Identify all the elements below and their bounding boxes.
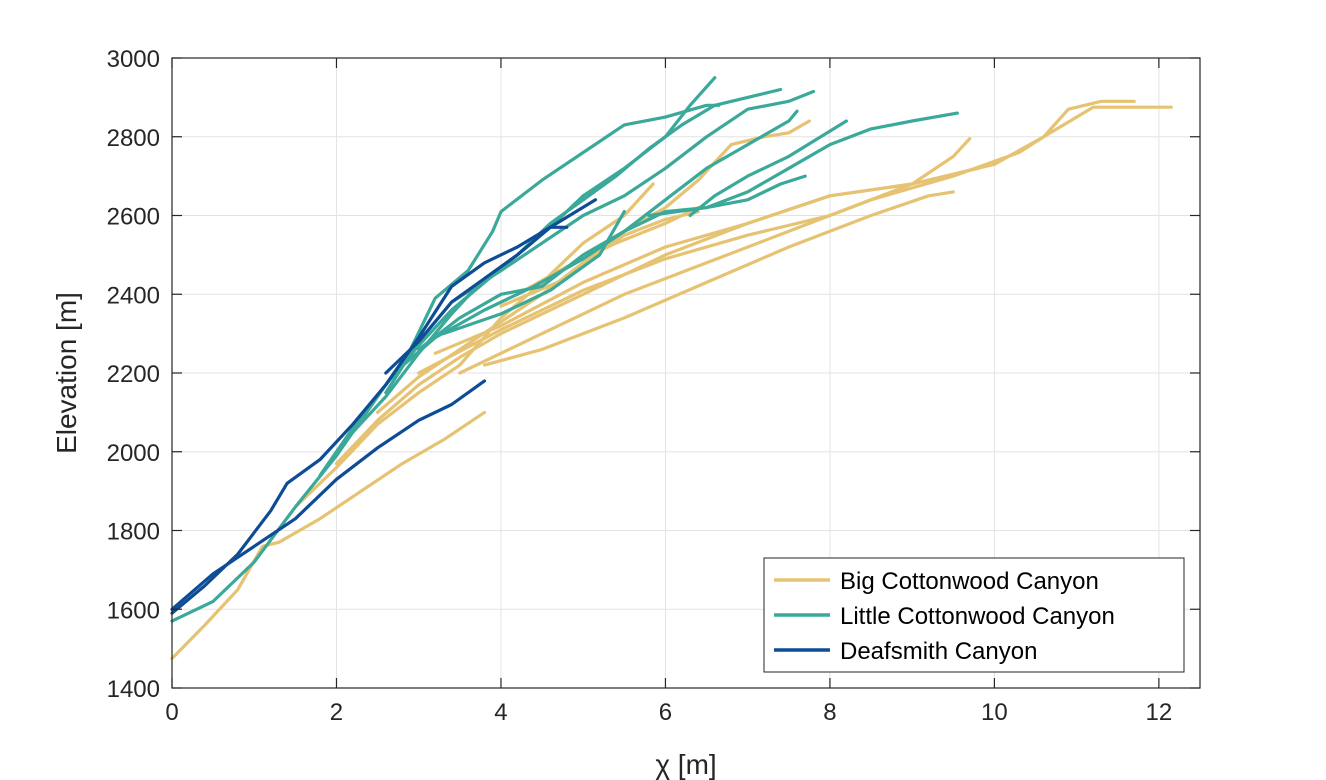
series-line [170,410,487,661]
series-line [433,105,1173,355]
ticks [171,57,1200,689]
legend-label: Deafsmith Canyon [840,638,1037,665]
y-tick-label: 2400 [107,282,160,309]
y-tick-label: 1800 [107,519,160,546]
series-1 [170,76,959,623]
x-tick-label: 2 [330,699,343,726]
plot-lines [170,76,1173,661]
x-tick-label: 0 [165,699,178,726]
series-line [170,379,487,611]
series-line [688,119,848,218]
legend-label: Big Cottonwood Canyon [840,568,1099,595]
y-axis-label: Elevation [m] [51,292,82,454]
x-tick-label: 4 [494,699,507,726]
series-line [384,198,598,375]
x-tick-label: 8 [823,699,836,726]
series-line [647,111,959,218]
series-line [458,99,1136,375]
y-tick-label: 2600 [107,204,160,231]
y-tick-label: 3000 [107,46,160,73]
series-line [318,76,717,477]
y-tick-label: 1400 [107,676,160,703]
x-axis-label: χ [m] [655,749,716,780]
y-tick-label: 2200 [107,361,160,388]
legend: Big Cottonwood Canyon Little Cottonwood C… [763,557,1185,673]
y-tick-label: 2800 [107,125,160,152]
series-line [482,190,955,367]
series-line [441,210,626,336]
y-tick-label: 2000 [107,440,160,467]
series-line [170,103,721,623]
series-line [417,137,972,375]
series-2 [170,198,598,615]
legend-box [763,557,1185,673]
series-line [417,174,807,351]
x-tick-label: 6 [659,699,672,726]
series-line [170,225,569,615]
legend-label: Little Cottonwood Canyon [840,603,1115,630]
series-line [392,109,799,375]
x-tick-label: 12 [1146,699,1173,726]
series-0 [170,99,1173,661]
y-tick-label: 1600 [107,597,160,624]
tick-labels: 0 2 4 6 8 10 12 1400 1600 1800 2000 2200 2400 2600 280… [107,46,1173,726]
x-tick-label: 10 [981,699,1008,726]
